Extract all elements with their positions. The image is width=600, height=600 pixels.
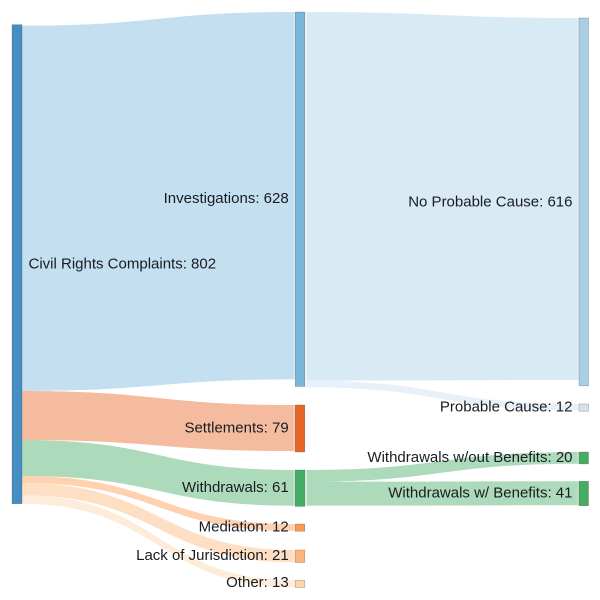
svg-text:Withdrawals w/out Benefits: 20: Withdrawals w/out Benefits: 20: [367, 449, 572, 466]
svg-text:No Probable Cause: 616: No Probable Cause: 616: [408, 193, 572, 210]
svg-text:Investigations: 628: Investigations: 628: [164, 190, 289, 207]
svg-text:Withdrawals w/ Benefits: 41: Withdrawals w/ Benefits: 41: [388, 485, 572, 502]
svg-text:Probable Cause: 12: Probable Cause: 12: [440, 399, 573, 416]
svg-text:Civil Rights Complaints: 802: Civil Rights Complaints: 802: [29, 255, 217, 272]
svg-text:Mediation: 12: Mediation: 12: [199, 519, 289, 536]
svg-text:Withdrawals: 61: Withdrawals: 61: [182, 479, 289, 496]
svg-text:Settlements: 79: Settlements: 79: [184, 420, 288, 437]
svg-text:Other: 13: Other: 13: [226, 574, 289, 591]
svg-text:Lack of Jurisdiction: 21: Lack of Jurisdiction: 21: [136, 547, 289, 564]
